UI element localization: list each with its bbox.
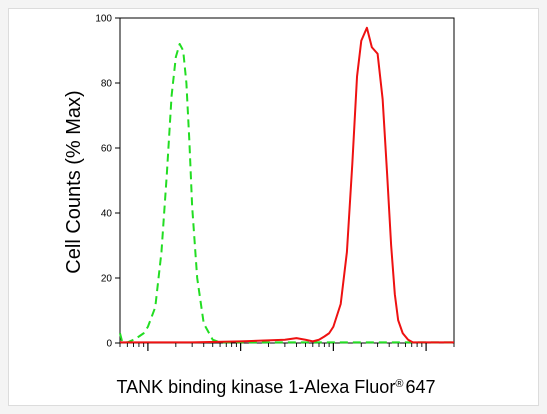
x-axis-label-registered-mark: ® [395,378,403,390]
plot-area: 0 20 40 60 80 100 [95,14,455,351]
plot-border [119,17,455,344]
y-tick-label: 80 [101,79,113,90]
x-axis-label-tail: 647 [405,377,435,397]
y-tick-label: 100 [95,14,112,25]
y-tick-label: 60 [101,144,113,155]
series-line-2 [120,26,454,344]
x-axis-ticks [119,343,455,351]
x-axis-label-main: TANK binding kinase 1-Alexa Fluor [117,377,396,397]
series-layer [119,26,454,344]
y-axis-ticks: 0 20 40 60 80 100 [95,14,120,350]
x-axis-label: TANK binding kinase 1-Alexa Fluor® 647 [117,377,436,397]
y-tick-label: 0 [106,339,112,350]
y-axis-label: Cell Counts (% Max) [63,90,85,273]
y-tick-label: 40 [101,209,113,220]
series-line-1 [119,43,454,344]
y-tick-label: 20 [101,274,113,285]
